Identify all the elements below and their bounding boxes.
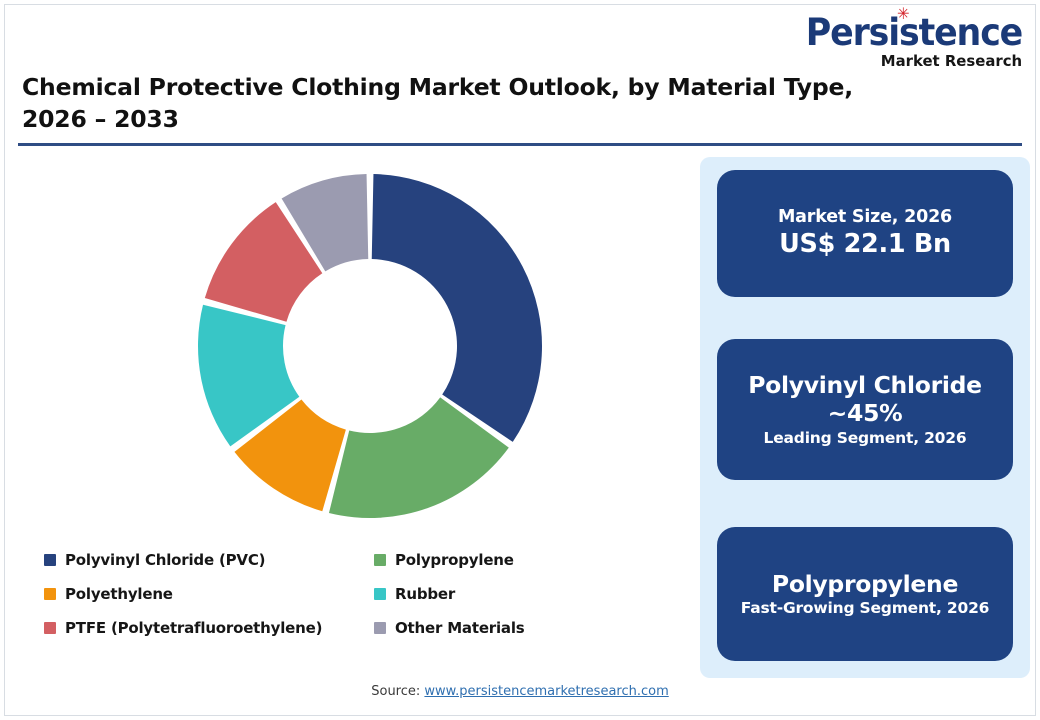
callout-leading-segment: Polyvinyl Chloride ~45% Leading Segment,… bbox=[717, 339, 1013, 480]
page-border bbox=[4, 4, 1036, 716]
persistence-market-research-logo: Persistence ✳ Market Research bbox=[792, 6, 1023, 70]
callout-leading-segment-name: Polyvinyl Chloride bbox=[748, 371, 982, 400]
legend-item-label: Rubber bbox=[395, 585, 456, 603]
donut-slice bbox=[371, 174, 543, 442]
legend-item-rubber: Rubber bbox=[374, 585, 634, 603]
source-prefix: Source: bbox=[371, 684, 425, 699]
donut-slice bbox=[197, 304, 300, 447]
callout-fast-growing-segment: Polypropylene Fast-Growing Segment, 2026 bbox=[717, 527, 1013, 661]
donut-slice bbox=[234, 399, 346, 512]
donut-slice bbox=[328, 397, 509, 518]
donut-slice bbox=[204, 202, 323, 322]
legend-item-label: Polyethylene bbox=[65, 585, 173, 603]
logo-subtitle: Market Research bbox=[880, 52, 1022, 70]
source-url-link[interactable]: www.persistencemarketresearch.com bbox=[424, 684, 669, 699]
source-line: Source: www.persistencemarketresearch.co… bbox=[0, 684, 1040, 699]
logo-wordmark: Persistence ✳ bbox=[805, 6, 1023, 54]
callout-market-size: Market Size, 2026 US$ 22.1 Bn bbox=[717, 170, 1013, 297]
legend-item-ptfe: PTFE (Polytetrafluoroethylene) bbox=[44, 619, 374, 637]
callout-leading-segment-share: ~45% bbox=[827, 399, 903, 428]
callout-market-size-value: US$ 22.1 Bn bbox=[779, 228, 951, 259]
legend-swatch-icon bbox=[374, 554, 386, 566]
donut-chart-svg bbox=[197, 174, 543, 518]
donut-chart bbox=[180, 168, 560, 528]
logo-word-text: Persistence bbox=[805, 11, 1023, 54]
legend-item-polypropylene: Polypropylene bbox=[374, 551, 634, 569]
callout-fast-growing-segment-name: Polypropylene bbox=[771, 569, 959, 598]
legend-item-label: Polyvinyl Chloride (PVC) bbox=[65, 551, 266, 569]
legend-item-label: Polypropylene bbox=[395, 551, 514, 569]
callout-fast-growing-segment-caption: Fast-Growing Segment, 2026 bbox=[740, 599, 990, 618]
donut-slice-group bbox=[197, 174, 543, 518]
donut-slice bbox=[281, 174, 369, 272]
page-title: Chemical Protective Clothing Market Outl… bbox=[22, 73, 853, 133]
legend-swatch-icon bbox=[44, 622, 56, 634]
legend-item-label: PTFE (Polytetrafluoroethylene) bbox=[65, 619, 323, 637]
chart-legend: Polyvinyl Chloride (PVC) Polypropylene P… bbox=[44, 543, 644, 645]
highlights-panel: Market Size, 2026 US$ 22.1 Bn Polyvinyl … bbox=[700, 157, 1030, 678]
legend-swatch-icon bbox=[374, 588, 386, 600]
legend-item-polyethylene: Polyethylene bbox=[44, 585, 374, 603]
legend-item-label: Other Materials bbox=[395, 619, 525, 637]
legend-item-other-materials: Other Materials bbox=[374, 619, 634, 637]
logo-star-icon: ✳ bbox=[896, 4, 910, 23]
callout-leading-segment-caption: Leading Segment, 2026 bbox=[763, 428, 967, 447]
title-divider bbox=[18, 143, 1022, 146]
legend-swatch-icon bbox=[374, 622, 386, 634]
legend-swatch-icon bbox=[44, 588, 56, 600]
callout-market-size-label: Market Size, 2026 bbox=[777, 207, 953, 227]
legend-item-polyvinyl-chloride-pvc: Polyvinyl Chloride (PVC) bbox=[44, 551, 374, 569]
legend-swatch-icon bbox=[44, 554, 56, 566]
